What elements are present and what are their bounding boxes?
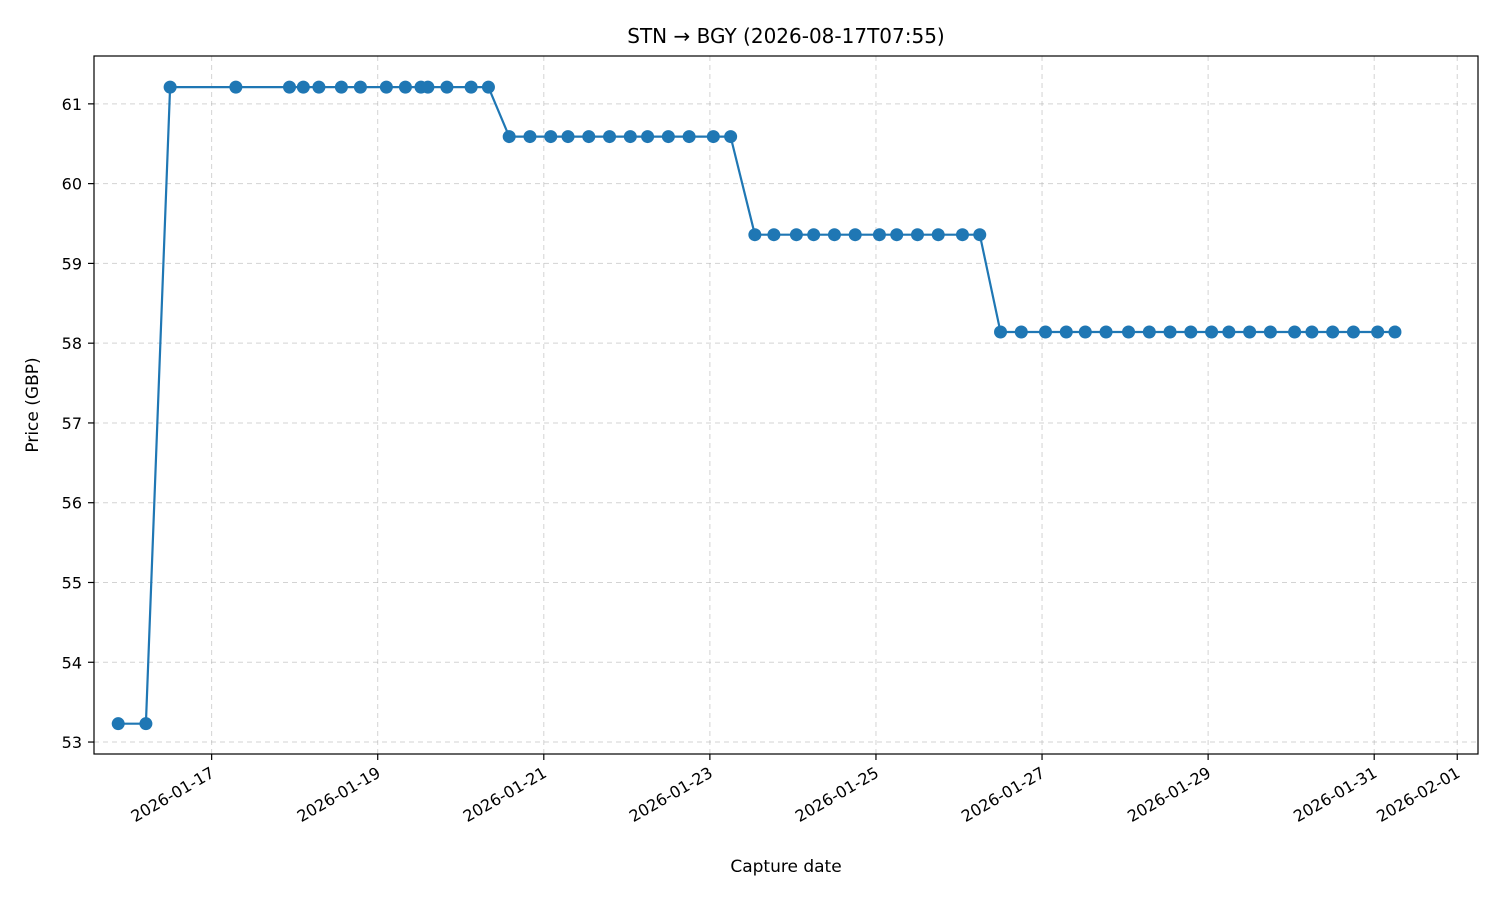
data-point [1243,325,1257,339]
data-point [872,228,886,242]
data-point [282,80,296,94]
data-point [994,325,1008,339]
y-tick-label: 56 [62,494,82,513]
x-tick-label: 2026-01-31 [1290,763,1380,826]
chart-title: STN → BGY (2026-08-17T07:55) [627,24,944,48]
data-point [582,130,596,144]
data-point [1122,325,1136,339]
series-line [118,85,1395,725]
data-point [706,130,720,144]
x-tick-label: 2026-01-25 [792,763,882,826]
data-point [334,80,348,94]
y-tick-label: 60 [62,175,82,194]
data-point [502,130,516,144]
data-point [682,130,696,144]
x-tick-label: 2026-01-19 [294,763,384,826]
data-point [1326,325,1340,339]
data-point [603,130,617,144]
data-point [561,130,575,144]
data-point [1388,325,1402,339]
y-tick-label: 54 [62,653,82,672]
data-point [1371,325,1385,339]
data-point [1222,325,1236,339]
y-tick-label: 58 [62,334,82,353]
x-tick-label: 2026-01-21 [460,763,550,826]
data-point [1346,325,1360,339]
data-point [807,228,821,242]
data-point [1099,325,1113,339]
data-point [1305,325,1319,339]
data-point [1263,325,1277,339]
plot-frame [93,55,1479,755]
data-point [398,80,412,94]
data-point [312,80,326,94]
data-point [748,228,762,242]
data-point [1142,325,1156,339]
data-point [955,228,969,242]
x-axis-label: Capture date [730,857,841,877]
data-point [421,80,435,94]
data-point [724,130,738,144]
x-tick-label: 2026-01-27 [958,763,1048,826]
data-point [1163,325,1177,339]
data-point [229,80,243,94]
data-point [827,228,841,242]
data-point [623,130,637,144]
y-tick-label: 55 [62,573,82,592]
data-point [1184,325,1198,339]
data-point [890,228,904,242]
data-point [973,228,987,242]
data-point [523,130,537,144]
x-tick-label: 2026-02-01 [1373,763,1463,826]
x-tick-label: 2026-01-29 [1124,763,1214,826]
data-point [1078,325,1092,339]
data-point [296,80,310,94]
data-point [767,228,781,242]
tick-layer: 53 54 55 56 57 58 59 60 61 2026-01-17 2026-01-19 20… [62,95,1464,826]
y-axis-label: Price (GBP) [23,357,43,452]
data-point [931,228,945,242]
data-point [1039,325,1052,339]
y-tick-label: 53 [62,733,82,752]
series-layer [111,80,1402,731]
data-point [111,717,125,731]
data-point [789,228,803,242]
data-point [1288,325,1302,339]
data-point [641,130,655,144]
data-point [379,80,393,94]
data-point [353,80,367,94]
y-tick-label: 59 [62,254,82,273]
data-point [464,80,478,94]
data-point [1014,325,1028,339]
x-tick-label: 2026-01-17 [128,763,218,826]
data-point [163,80,177,94]
data-point [661,130,675,144]
data-point [440,80,454,94]
x-tick-label: 2026-01-23 [626,763,716,826]
y-tick-label: 57 [62,414,82,433]
data-point [139,717,153,731]
y-tick-label: 61 [62,95,82,114]
data-point [1059,325,1073,339]
data-point [1205,325,1219,339]
data-point [910,228,924,242]
data-point [848,228,862,242]
data-point [544,130,558,144]
grid-layer [94,56,1478,754]
data-point [481,80,495,94]
